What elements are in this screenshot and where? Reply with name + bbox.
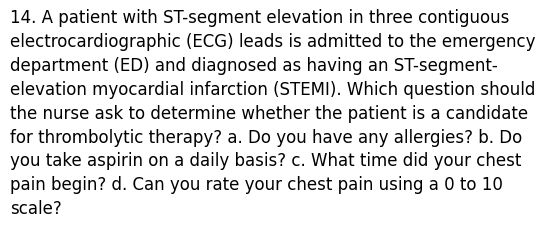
Text: 14. A patient with ST-segment elevation in three contiguous
electrocardiographic: 14. A patient with ST-segment elevation … xyxy=(10,9,536,217)
